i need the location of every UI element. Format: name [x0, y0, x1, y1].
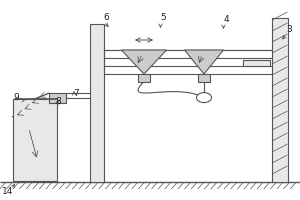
Bar	[138, 74, 150, 82]
Bar	[272, 18, 288, 182]
Text: 8: 8	[56, 97, 62, 106]
Bar	[50, 93, 66, 103]
Bar	[90, 24, 104, 182]
Text: 5: 5	[160, 14, 166, 22]
Text: 9: 9	[14, 94, 20, 102]
Text: 7: 7	[74, 88, 80, 98]
Text: 6: 6	[103, 12, 109, 21]
Text: 4: 4	[224, 15, 229, 23]
Polygon shape	[184, 50, 224, 74]
Bar	[198, 74, 210, 82]
Text: 14: 14	[2, 186, 13, 196]
Text: 3: 3	[286, 24, 292, 33]
Bar	[14, 99, 57, 181]
Bar	[243, 60, 270, 66]
Polygon shape	[122, 50, 167, 74]
Circle shape	[196, 93, 211, 103]
